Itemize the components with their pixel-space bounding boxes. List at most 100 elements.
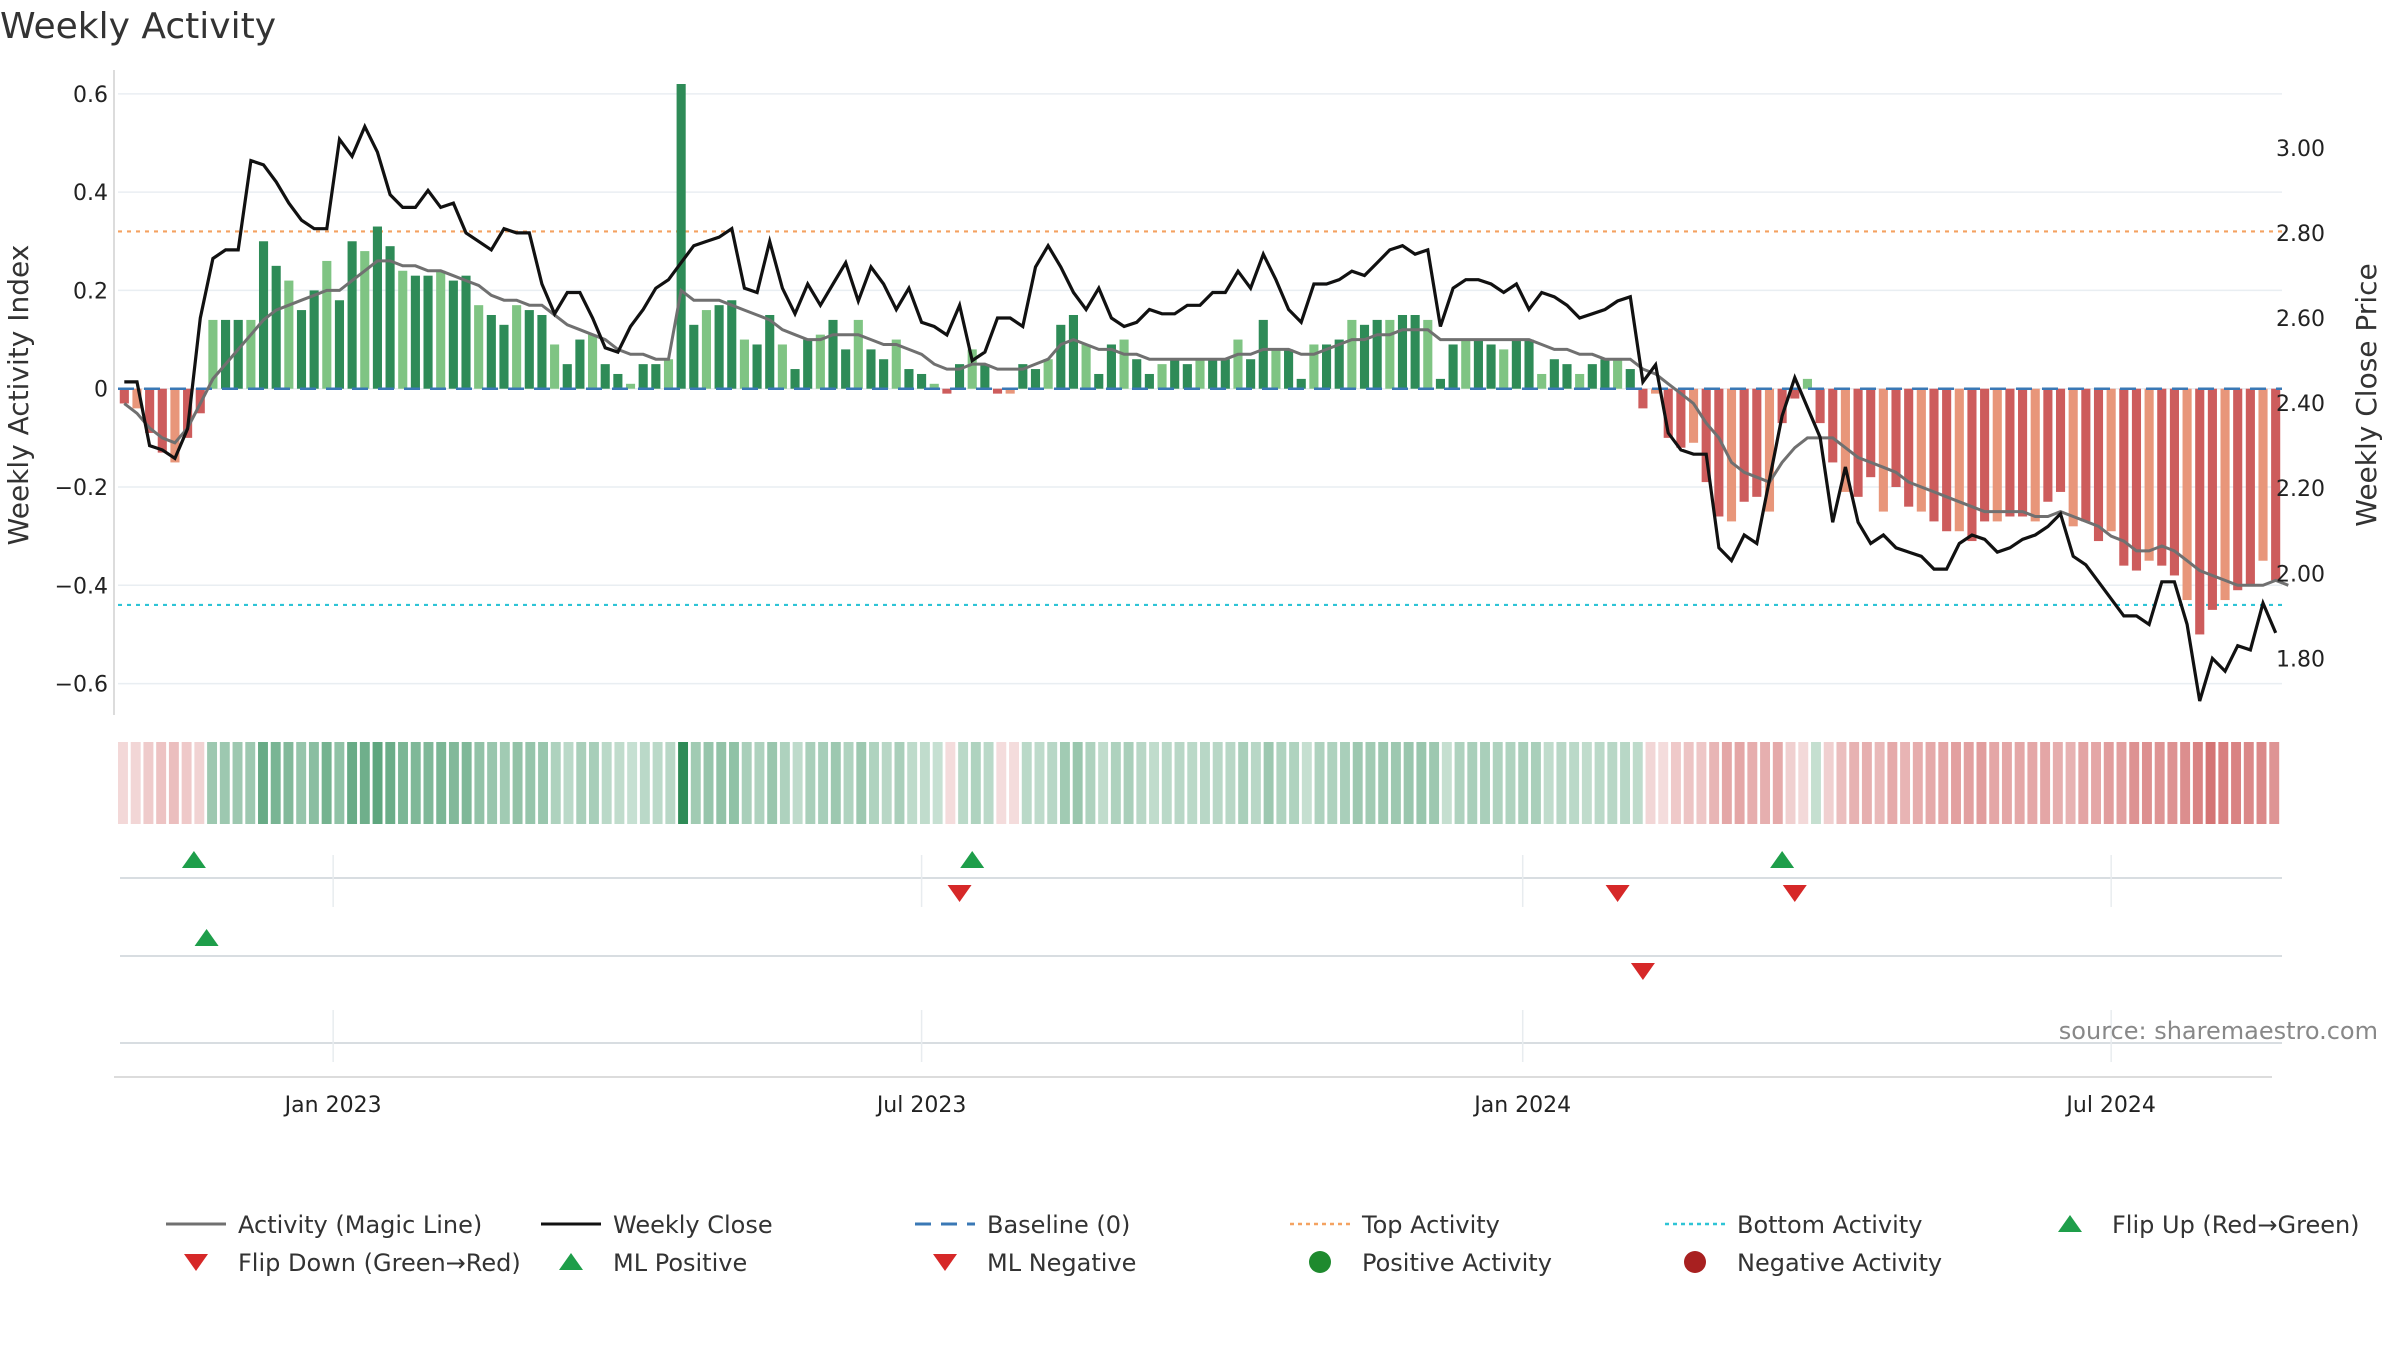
heat-strip-cell bbox=[385, 742, 396, 824]
heat-strip-cell bbox=[1734, 742, 1745, 824]
heat-strip-cell bbox=[1161, 742, 1172, 824]
activity-bar bbox=[1537, 373, 1547, 389]
heat-strip-cell bbox=[130, 742, 141, 824]
heat-strip-cell bbox=[1976, 742, 1987, 824]
heat-strip-cell bbox=[2065, 742, 2076, 824]
activity-bar bbox=[992, 388, 1003, 394]
heat-strip-cell bbox=[550, 742, 561, 824]
heat-strip-cell bbox=[1429, 742, 1440, 824]
activity-bar bbox=[1625, 369, 1635, 389]
activity-bar bbox=[2220, 388, 2230, 601]
heat-strip-cell bbox=[792, 742, 803, 824]
activity-bar bbox=[119, 388, 129, 404]
flip-down-marker bbox=[947, 885, 972, 902]
heat-strip-cell bbox=[996, 742, 1007, 824]
activity-bar bbox=[714, 305, 724, 389]
right-tick-label: 2.80 bbox=[2276, 222, 2325, 247]
heat-strip-cell bbox=[512, 742, 523, 824]
heat-strip-cell bbox=[1594, 742, 1605, 824]
activity-bar bbox=[1815, 388, 1825, 424]
heat-strip-cell bbox=[2014, 742, 2025, 824]
heat-strip-cell bbox=[1963, 742, 1974, 824]
heat-strip-cell bbox=[321, 742, 332, 824]
activity-bar bbox=[1068, 314, 1079, 389]
activity-bar bbox=[1524, 339, 1534, 389]
heat-strip-cell bbox=[639, 742, 650, 824]
activity-bar bbox=[2182, 388, 2192, 601]
activity-bar bbox=[1284, 349, 1294, 389]
heat-strip-cell bbox=[156, 742, 167, 824]
activity-bar bbox=[1018, 364, 1028, 389]
activity-bar bbox=[1233, 339, 1243, 389]
heat-strip-cell bbox=[1811, 742, 1821, 824]
heat-strip-cell bbox=[232, 742, 243, 824]
activity-bar bbox=[588, 334, 598, 389]
activity-bar bbox=[942, 388, 952, 394]
legend-swatch bbox=[559, 1253, 583, 1270]
heat-strip-cell bbox=[894, 742, 905, 824]
activity-bar bbox=[1271, 349, 1281, 389]
legend: Activity (Magic Line) Weekly Close Baselin… bbox=[166, 1211, 2360, 1277]
heat-strip-cell bbox=[1441, 742, 1452, 824]
heat-strip-cell bbox=[2103, 742, 2114, 824]
activity-bar bbox=[271, 265, 281, 389]
heat-strip-cell bbox=[1518, 742, 1529, 824]
activity-bar bbox=[1372, 319, 1382, 389]
activity-bar bbox=[1840, 388, 1850, 492]
activity-bar bbox=[954, 364, 965, 389]
activity-bar bbox=[1486, 344, 1496, 389]
right-tick-label: 3.00 bbox=[2276, 137, 2325, 162]
activity-bar bbox=[1144, 373, 1154, 389]
left-tick-label: 0.4 bbox=[73, 181, 108, 206]
heat-strip-cell bbox=[1747, 742, 1758, 824]
legend-swatch bbox=[1684, 1251, 1706, 1273]
activity-bar bbox=[1309, 344, 1319, 389]
heat-strip-cell bbox=[372, 742, 383, 824]
activity-bar bbox=[1461, 339, 1471, 389]
activity-bar bbox=[360, 251, 370, 389]
heat-strip-cell bbox=[270, 742, 281, 824]
heat-strip-cell bbox=[2078, 742, 2089, 824]
activity-bar bbox=[1891, 388, 1901, 488]
heat-strip-cell bbox=[2167, 742, 2178, 824]
activity-bar bbox=[1828, 388, 1838, 463]
activity-bar bbox=[2144, 388, 2154, 561]
heat-strip-cell bbox=[1072, 742, 1083, 824]
heat-strip-cell bbox=[1136, 742, 1147, 824]
heat-strip-cell bbox=[1149, 742, 1160, 824]
heat-strip-cell bbox=[2192, 742, 2203, 824]
activity-bar bbox=[334, 300, 345, 389]
activity-bar bbox=[1347, 319, 1357, 389]
activity-bar bbox=[246, 319, 256, 389]
source-label: source: sharemaestro.com bbox=[2059, 1017, 2378, 1045]
heat-strip-cell bbox=[525, 742, 536, 824]
activity-bar bbox=[1423, 319, 1433, 389]
activity-bar bbox=[2093, 388, 2104, 542]
activity-bar bbox=[436, 270, 446, 389]
heat-strip-cell bbox=[219, 742, 230, 824]
legend-label: Bottom Activity bbox=[1737, 1211, 1922, 1239]
activity-bar bbox=[777, 344, 787, 389]
heat-strip-cell bbox=[1212, 742, 1223, 824]
heat-strip-cell bbox=[1454, 742, 1465, 824]
activity-bar bbox=[2169, 388, 2179, 576]
legend-label: Activity (Magic Line) bbox=[238, 1211, 482, 1239]
activity-bar bbox=[157, 388, 167, 453]
right-axis-label: Weekly Close Price bbox=[2350, 263, 2383, 526]
activity-bar bbox=[512, 305, 522, 389]
heat-strip-cell bbox=[423, 742, 434, 824]
heat-strip-cell bbox=[1352, 742, 1363, 824]
activity-bar bbox=[638, 364, 648, 389]
left-tick-label: 0 bbox=[94, 378, 108, 403]
activity-bar bbox=[347, 241, 357, 389]
heat-strip-cell bbox=[1123, 742, 1134, 824]
activity-bar bbox=[474, 305, 484, 389]
heat-strip-cell bbox=[1823, 742, 1834, 824]
activity-bar bbox=[1132, 359, 1142, 389]
heat-strip-cell bbox=[168, 742, 179, 824]
heat-strip-cell bbox=[1772, 742, 1783, 824]
activity-bar bbox=[853, 319, 863, 389]
heat-strip-cell bbox=[1301, 742, 1312, 824]
heat-strip-cell bbox=[2218, 742, 2229, 824]
